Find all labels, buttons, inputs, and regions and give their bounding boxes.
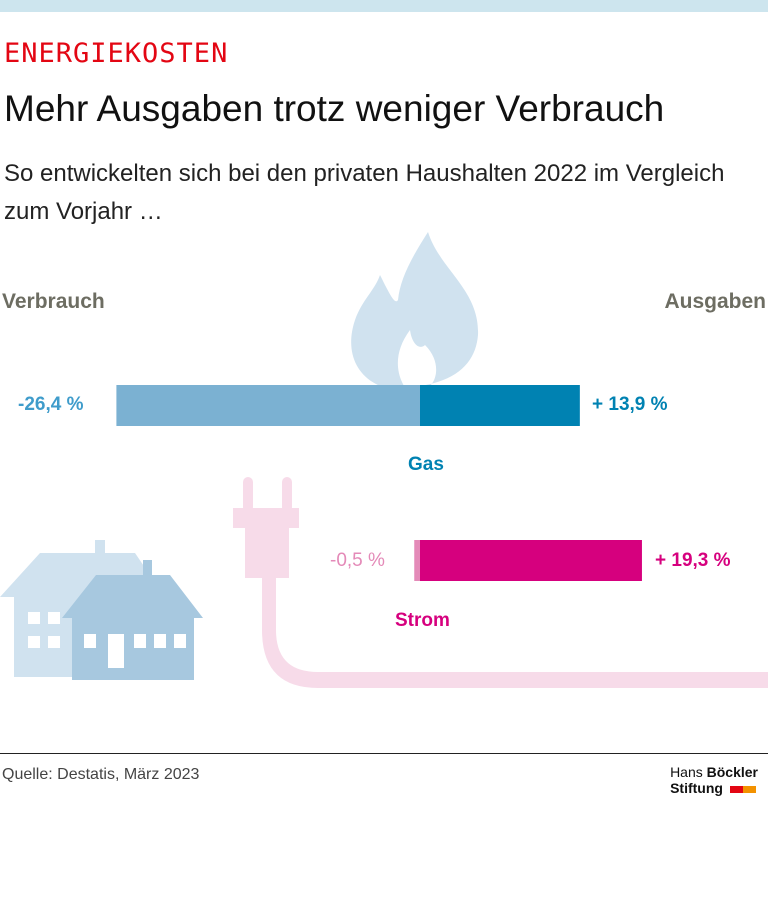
houses-icon (0, 540, 203, 680)
kicker: ENERGIEKOSTEN (4, 38, 229, 69)
logo-text-boeckler: Böckler (706, 764, 758, 780)
top-strip (0, 0, 768, 12)
footer-rule (0, 753, 768, 754)
page-title: Mehr Ausgaben trotz weniger Verbrauch (4, 88, 665, 129)
subtitle: So entwickelten sich bei den privaten Ha… (4, 160, 725, 225)
strom-verbrauch-bar (414, 540, 420, 581)
gas-verbrauch-bar (116, 385, 421, 426)
right-axis-label: Ausgaben (664, 290, 766, 313)
plug-icon (233, 477, 768, 688)
source-note: Quelle: Destatis, März 2023 (2, 766, 200, 783)
strom-category-label: Strom (395, 610, 450, 631)
logo-mark (729, 786, 743, 793)
gas-ausgaben-bar (420, 385, 580, 426)
logo-mark-orange (742, 786, 756, 793)
logo: Hans Böckler Stiftung (670, 764, 758, 796)
strom-ausgaben-bar (420, 540, 642, 581)
left-axis-label: Verbrauch (2, 290, 105, 313)
strom-ausgaben-label: + 19,3 % (655, 550, 731, 571)
strom-verbrauch-label: -0,5 % (330, 550, 385, 571)
logo-text-hans: Hans (670, 764, 707, 780)
gas-ausgaben-label: + 13,9 % (592, 394, 668, 415)
flame-icon (351, 232, 479, 386)
gas-category-label: Gas (408, 454, 444, 475)
logo-text-stiftung: Stiftung (670, 780, 723, 796)
bars (116, 385, 642, 581)
gas-verbrauch-label: -26,4 % (18, 394, 84, 415)
